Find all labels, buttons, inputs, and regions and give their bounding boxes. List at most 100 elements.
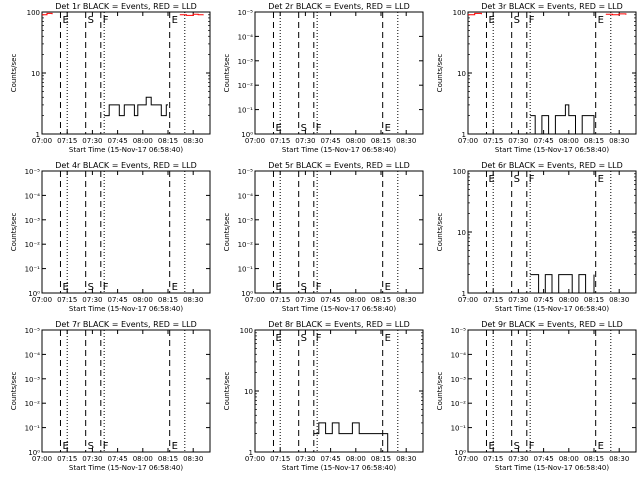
lld-series-line bbox=[179, 13, 204, 16]
y-tick-label: 10⁻⁵ bbox=[25, 168, 41, 176]
y-tick-label: 10⁻² bbox=[25, 400, 41, 408]
y-axis-label: Counts/sec bbox=[223, 372, 231, 411]
x-tick-label: 08:30 bbox=[183, 455, 203, 463]
x-tick-label: 07:00 bbox=[458, 137, 478, 145]
y-tick-label: 10⁻⁴ bbox=[238, 192, 254, 200]
y-tick-label: 1 bbox=[249, 449, 253, 457]
y-tick-label: 10 bbox=[457, 70, 466, 78]
x-tick-label: 07:00 bbox=[32, 455, 52, 463]
x-tick-label: 07:30 bbox=[295, 137, 315, 145]
x-tick-label: 08:30 bbox=[396, 296, 416, 304]
marker-label: F bbox=[316, 123, 322, 134]
x-tick-label: 08:15 bbox=[584, 296, 604, 304]
x-tick-label: 08:15 bbox=[584, 455, 604, 463]
y-axis-label: Counts/sec bbox=[436, 213, 444, 252]
y-axis-label: Counts/sec bbox=[223, 54, 231, 93]
x-tick-label: 08:15 bbox=[371, 455, 391, 463]
x-tick-label: 07:15 bbox=[483, 296, 503, 304]
x-tick-label: 07:30 bbox=[82, 296, 102, 304]
y-axis-label: Counts/sec bbox=[436, 372, 444, 411]
events-series-line bbox=[104, 96, 168, 117]
x-axis-label: Start Time (15-Nov-17 06:58:40) bbox=[495, 146, 609, 154]
marker-label: F bbox=[316, 333, 322, 344]
x-tick-label: 07:00 bbox=[245, 455, 265, 463]
events-series-line bbox=[530, 274, 595, 294]
chart-title: Det 9r BLACK = Events, RED = LLD bbox=[481, 320, 623, 329]
x-axis-label: Start Time (15-Nov-17 06:58:40) bbox=[69, 464, 183, 472]
marker-label: E bbox=[172, 15, 178, 26]
y-axis-label: Counts/sec bbox=[223, 213, 231, 252]
chart-panel-4: Det 4r BLACK = Events, RED = LLD 10⁰ 10⁻¹ 1… bbox=[10, 161, 211, 313]
x-tick-label: 08:00 bbox=[346, 455, 366, 463]
marker-label: E bbox=[488, 174, 494, 185]
x-tick-label: 07:15 bbox=[270, 137, 290, 145]
x-tick-label: 07:15 bbox=[57, 137, 77, 145]
chart-title: Det 5r BLACK = Events, RED = LLD bbox=[268, 161, 410, 170]
x-axis-label: Start Time (15-Nov-17 06:58:40) bbox=[69, 305, 183, 313]
chart-panel-1: Det 1r BLACK = Events, RED = LLD 1 10 100 07… bbox=[10, 2, 211, 154]
x-tick-label: 07:15 bbox=[57, 296, 77, 304]
chart-title: Det 1r BLACK = Events, RED = LLD bbox=[55, 2, 197, 11]
y-tick-label: 10⁻³ bbox=[451, 376, 467, 384]
chart-panel-9: Det 9r BLACK = Events, RED = LLD 10⁰ 10⁻¹ 1… bbox=[436, 320, 637, 472]
marker-label: E bbox=[598, 174, 604, 185]
marker-label: E bbox=[598, 15, 604, 26]
marker-label: E bbox=[275, 123, 281, 134]
x-axis-label: Start Time (15-Nov-17 06:58:40) bbox=[495, 305, 609, 313]
marker-label: S bbox=[514, 441, 520, 452]
x-tick-label: 07:30 bbox=[508, 137, 528, 145]
x-tick-label: 07:15 bbox=[270, 296, 290, 304]
x-tick-label: 07:00 bbox=[245, 296, 265, 304]
x-tick-label: 08:00 bbox=[346, 296, 366, 304]
lld-series-line bbox=[42, 12, 53, 16]
y-tick-label: 10⁰ bbox=[28, 290, 40, 298]
marker-label: E bbox=[488, 15, 494, 26]
marker-label: F bbox=[529, 15, 535, 26]
x-tick-label: 08:00 bbox=[133, 455, 153, 463]
x-axis-label: Start Time (15-Nov-17 06:58:40) bbox=[282, 146, 396, 154]
lld-series-line bbox=[605, 13, 627, 16]
x-tick-label: 07:00 bbox=[458, 296, 478, 304]
y-tick-label: 1 bbox=[36, 131, 40, 139]
x-axis-label: Start Time (15-Nov-17 06:58:40) bbox=[495, 464, 609, 472]
y-tick-label: 10⁰ bbox=[241, 290, 253, 298]
x-tick-label: 07:45 bbox=[321, 137, 341, 145]
marker-label: F bbox=[103, 441, 109, 452]
y-axis-label: Counts/sec bbox=[10, 213, 18, 252]
x-tick-label: 07:00 bbox=[458, 455, 478, 463]
chart-title: Det 6r BLACK = Events, RED = LLD bbox=[481, 161, 623, 170]
x-tick-label: 08:00 bbox=[133, 137, 153, 145]
marker-label: S bbox=[514, 174, 520, 185]
x-tick-label: 08:30 bbox=[183, 296, 203, 304]
y-tick-label: 100 bbox=[27, 9, 40, 17]
marker-label: E bbox=[172, 441, 178, 452]
x-tick-label: 08:30 bbox=[609, 455, 629, 463]
y-tick-label: 10 bbox=[244, 388, 253, 396]
y-tick-label: 10⁻⁴ bbox=[451, 351, 467, 359]
x-tick-label: 07:45 bbox=[108, 137, 128, 145]
chart-panel-6: Det 6r BLACK = Events, RED = LLD 1 10 100 07… bbox=[436, 161, 637, 313]
plot-frame bbox=[254, 11, 424, 135]
x-tick-label: 07:45 bbox=[108, 296, 128, 304]
marker-label: S bbox=[514, 15, 520, 26]
y-tick-label: 10⁻¹ bbox=[25, 266, 41, 274]
x-tick-label: 08:30 bbox=[396, 137, 416, 145]
y-axis-label: Counts/sec bbox=[436, 54, 444, 93]
plot-frame bbox=[467, 329, 637, 453]
chart-panel-7: Det 7r BLACK = Events, RED = LLD 10⁰ 10⁻¹ 1… bbox=[10, 320, 211, 472]
marker-label: F bbox=[316, 282, 322, 293]
marker-label: E bbox=[385, 333, 391, 344]
x-axis-label: Start Time (15-Nov-17 06:58:40) bbox=[282, 464, 396, 472]
x-tick-label: 07:30 bbox=[508, 296, 528, 304]
marker-label: E bbox=[488, 441, 494, 452]
y-tick-label: 10⁻⁴ bbox=[25, 192, 41, 200]
chart-title: Det 8r BLACK = Events, RED = LLD bbox=[268, 320, 410, 329]
marker-label: E bbox=[598, 441, 604, 452]
plot-frame bbox=[254, 170, 424, 294]
x-tick-label: 08:15 bbox=[158, 296, 178, 304]
marker-label: E bbox=[62, 441, 68, 452]
marker-label: E bbox=[62, 282, 68, 293]
x-axis-label: Start Time (15-Nov-17 06:58:40) bbox=[282, 305, 396, 313]
marker-label: F bbox=[103, 282, 109, 293]
